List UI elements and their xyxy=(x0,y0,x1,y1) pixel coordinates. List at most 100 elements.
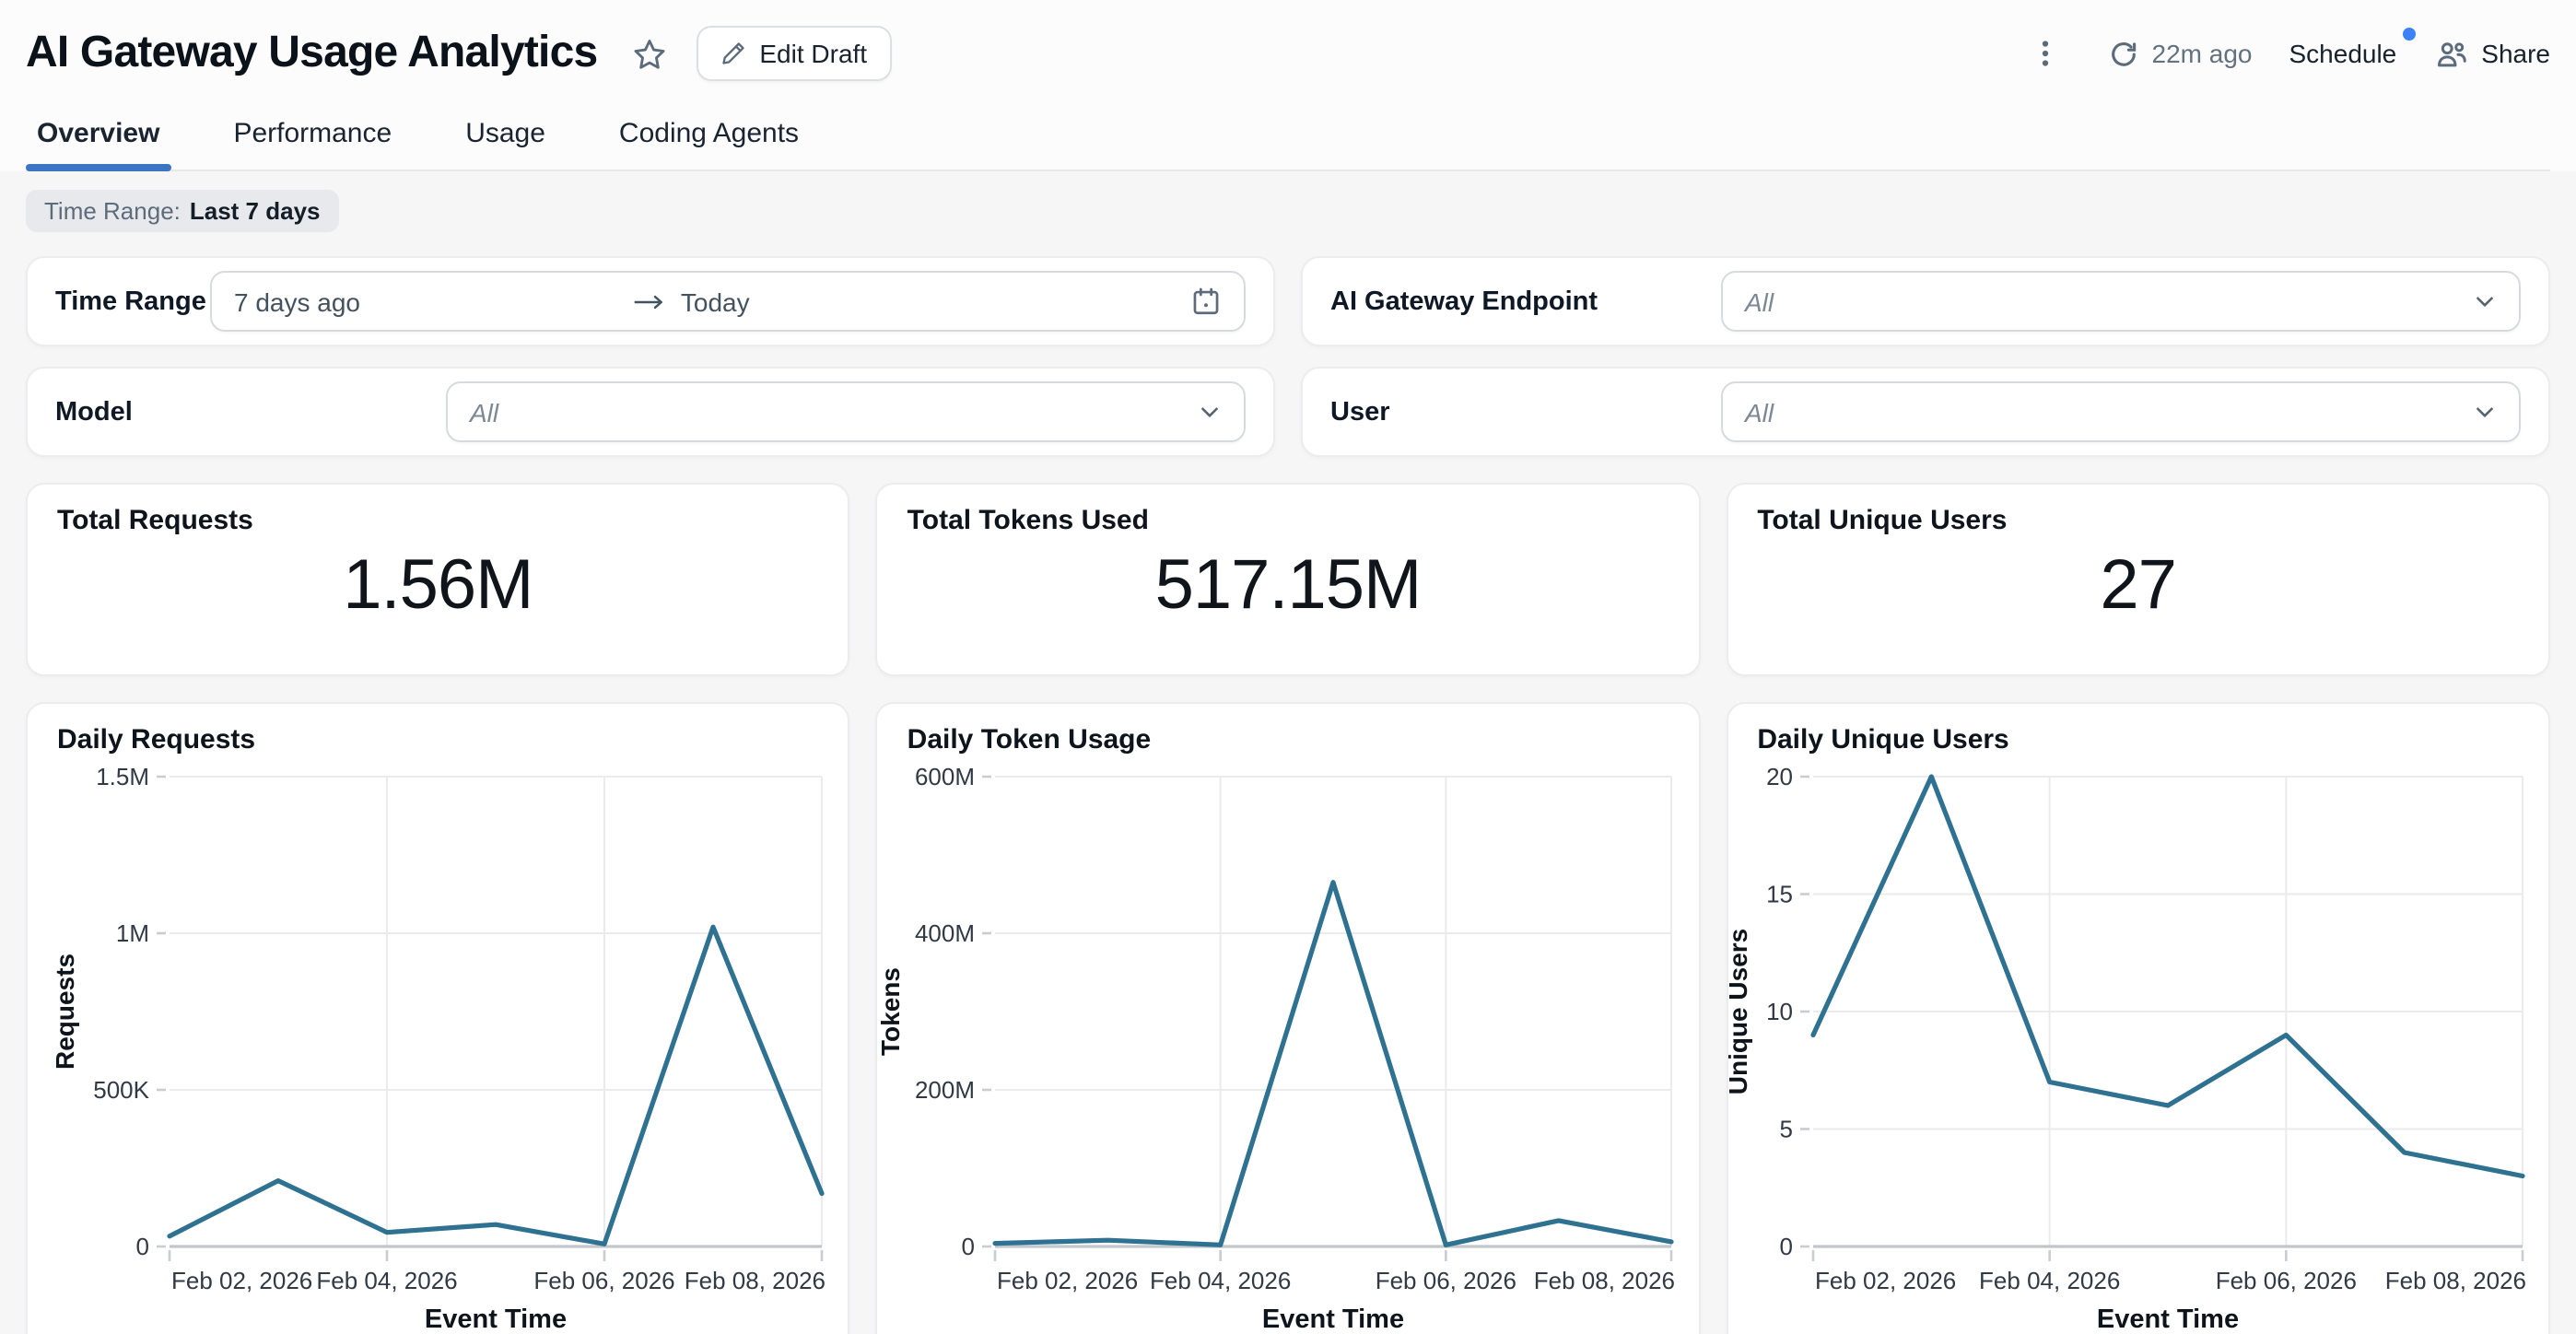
date-range-end-value[interactable]: Today xyxy=(680,287,750,316)
filter-model: Model All xyxy=(26,367,1275,457)
star-icon xyxy=(633,39,664,68)
svg-text:Feb 08, 2026: Feb 08, 2026 xyxy=(1534,1267,1675,1294)
svg-text:Event Time: Event Time xyxy=(2096,1305,2238,1334)
svg-text:Feb 08, 2026: Feb 08, 2026 xyxy=(2384,1267,2525,1294)
svg-text:0: 0 xyxy=(962,1233,975,1260)
arrow-right-icon xyxy=(635,294,663,309)
svg-text:Unique Users: Unique Users xyxy=(1727,929,1751,1095)
chart-daily-token-usage: Daily Token Usage 0 200M 400M 600M Feb 02, 2… xyxy=(875,702,1701,1334)
svg-text:Feb 04, 2026: Feb 04, 2026 xyxy=(1978,1267,2119,1294)
page-title: AI Gateway Usage Analytics xyxy=(26,28,598,77)
last-refresh-text: 22m ago xyxy=(2151,39,2253,68)
edit-draft-label: Edit Draft xyxy=(759,39,868,68)
svg-text:Feb 02, 2026: Feb 02, 2026 xyxy=(998,1267,1139,1294)
svg-text:400M: 400M xyxy=(916,919,976,947)
stat-title: Total Unique Users xyxy=(1757,505,2008,536)
tab-performance[interactable]: Performance xyxy=(233,118,392,149)
svg-text:1.5M: 1.5M xyxy=(96,763,149,790)
model-select-value: All xyxy=(470,397,499,427)
chart-title: Daily Token Usage xyxy=(907,724,1152,755)
notification-dot xyxy=(2402,28,2416,41)
kebab-menu-icon xyxy=(2042,41,2048,66)
svg-text:Feb 06, 2026: Feb 06, 2026 xyxy=(533,1267,674,1294)
tab-coding-agents[interactable]: Coding Agents xyxy=(618,118,800,149)
svg-text:500K: 500K xyxy=(93,1076,149,1104)
schedule-button[interactable]: Schedule xyxy=(2289,28,2416,68)
svg-text:Feb 08, 2026: Feb 08, 2026 xyxy=(685,1267,825,1294)
schedule-label: Schedule xyxy=(2289,39,2397,68)
endpoint-filter-label: AI Gateway Endpoint xyxy=(1330,287,1598,316)
date-range-input[interactable]: 7 days ago Today xyxy=(210,271,1246,332)
favorite-star-button[interactable] xyxy=(623,28,674,79)
chart-title: Daily Unique Users xyxy=(1757,724,2009,755)
svg-text:10: 10 xyxy=(1765,998,1792,1025)
endpoint-select-value: All xyxy=(1745,287,1774,316)
share-people-icon xyxy=(2437,41,2466,66)
filter-ai-gateway-endpoint: AI Gateway Endpoint All xyxy=(1301,256,2550,346)
chart-title: Daily Requests xyxy=(57,724,256,755)
svg-text:Feb 02, 2026: Feb 02, 2026 xyxy=(171,1267,312,1294)
chip-label: Time Range: xyxy=(44,197,181,225)
svg-text:20: 20 xyxy=(1765,763,1792,790)
svg-text:Event Time: Event Time xyxy=(425,1305,567,1334)
svg-text:5: 5 xyxy=(1779,1116,1792,1143)
stat-value: 1.56M xyxy=(343,545,533,624)
stat-total-tokens-used: Total Tokens Used 517.15M xyxy=(875,483,1701,676)
stat-value: 517.15M xyxy=(1154,545,1423,624)
chart-daily-unique-users: Daily Unique Users 0 5 10 15 20 Feb 02, 2026 F… xyxy=(1726,702,2550,1334)
tab-usage[interactable]: Usage xyxy=(465,118,545,149)
svg-text:Feb 02, 2026: Feb 02, 2026 xyxy=(1814,1267,1955,1294)
svg-text:Tokens: Tokens xyxy=(878,967,906,1056)
stat-value: 27 xyxy=(2100,545,2177,624)
stat-total-unique-users: Total Unique Users 27 xyxy=(1726,483,2550,676)
date-range-start-value[interactable]: 7 days ago xyxy=(234,287,360,316)
tab-bar: Overview Performance Usage Coding Agents xyxy=(26,107,2550,171)
stat-title: Total Requests xyxy=(57,505,253,536)
chip-value: Last 7 days xyxy=(189,197,321,225)
svg-text:1M: 1M xyxy=(116,919,149,947)
chevron-down-icon xyxy=(1201,407,1218,417)
chart-cards: Daily Requests 0 500K 1M 1.5M Feb 02, 2026 Fe… xyxy=(26,702,2550,1334)
refresh-icon xyxy=(2111,41,2136,65)
share-button[interactable]: Share xyxy=(2433,36,2550,71)
chevron-down-icon xyxy=(2476,407,2493,417)
header: AI Gateway Usage Analytics Edit Draft xyxy=(0,0,2576,171)
content: Time Range: Last 7 days Time Range 7 day… xyxy=(0,171,2576,1334)
user-select[interactable]: All xyxy=(1721,381,2521,442)
time-range-filter-label: Time Range xyxy=(55,287,206,316)
svg-text:15: 15 xyxy=(1765,881,1792,908)
more-options-button[interactable] xyxy=(2020,28,2071,79)
chart-daily-requests: Daily Requests 0 500K 1M 1.5M Feb 02, 2026 Fe… xyxy=(26,702,850,1334)
daily-requests-line-chart[interactable]: 0 500K 1M 1.5M Feb 02, 2026 Feb 04, 2026 Feb 0… xyxy=(28,757,850,1334)
filter-time-range: Time Range 7 days ago Today xyxy=(26,256,1275,346)
pencil-icon xyxy=(722,42,745,64)
model-select[interactable]: All xyxy=(446,381,1246,442)
edit-draft-button[interactable]: Edit Draft xyxy=(697,26,892,81)
stat-cards: Total Requests 1.56M Total Tokens Used 5… xyxy=(26,483,2550,676)
svg-text:600M: 600M xyxy=(916,763,976,790)
svg-text:Feb 04, 2026: Feb 04, 2026 xyxy=(316,1267,457,1294)
svg-text:Event Time: Event Time xyxy=(1263,1305,1405,1334)
share-label: Share xyxy=(2481,39,2550,68)
calendar-icon[interactable] xyxy=(1190,286,1222,317)
daily-unique-users-line-chart[interactable]: 0 5 10 15 20 Feb 02, 2026 Feb 04, 2026 Feb 06, … xyxy=(1727,757,2550,1334)
chevron-down-icon xyxy=(2476,297,2493,307)
svg-text:Feb 06, 2026: Feb 06, 2026 xyxy=(2215,1267,2356,1294)
svg-text:Requests: Requests xyxy=(51,954,79,1070)
filter-user: User All xyxy=(1301,367,2550,457)
svg-text:200M: 200M xyxy=(916,1076,976,1104)
svg-text:0: 0 xyxy=(1779,1233,1792,1260)
endpoint-select[interactable]: All xyxy=(1721,271,2521,332)
stat-total-requests: Total Requests 1.56M xyxy=(26,483,850,676)
stat-title: Total Tokens Used xyxy=(907,505,1149,536)
filter-section: Time Range 7 days ago Today xyxy=(26,256,2550,457)
refresh-button[interactable]: 22m ago xyxy=(2108,38,2253,69)
user-select-value: All xyxy=(1745,397,1774,427)
daily-token-usage-line-chart[interactable]: 0 200M 400M 600M Feb 02, 2026 Feb 04, 2026 Feb… xyxy=(878,757,1701,1334)
tab-overview[interactable]: Overview xyxy=(26,107,170,171)
svg-text:Feb 04, 2026: Feb 04, 2026 xyxy=(1151,1267,1292,1294)
model-filter-label: Model xyxy=(55,397,133,427)
time-range-chip[interactable]: Time Range: Last 7 days xyxy=(26,190,339,232)
user-filter-label: User xyxy=(1330,397,1390,427)
